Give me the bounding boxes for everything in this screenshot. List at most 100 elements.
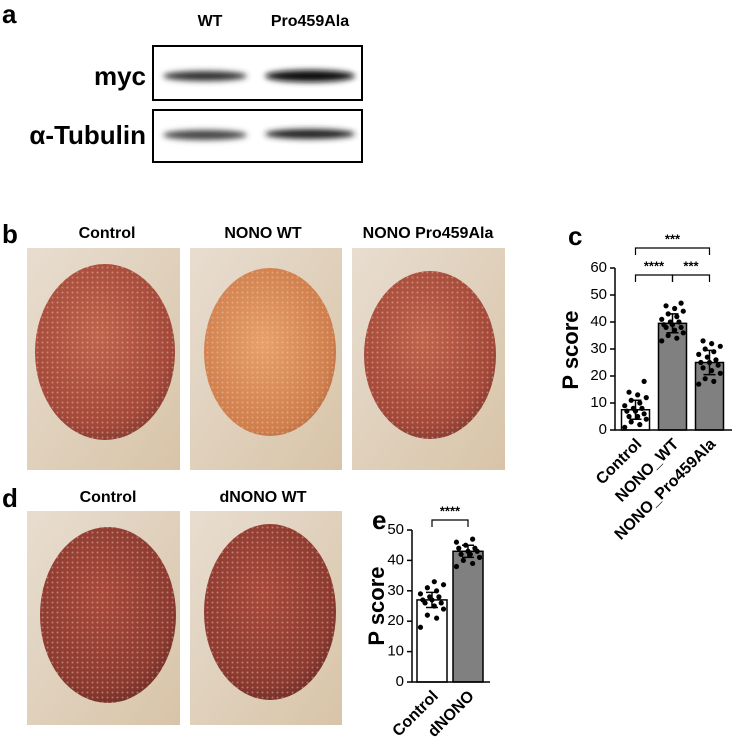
y-tick-label: 50 — [590, 286, 607, 303]
y-tick-label: 10 — [590, 394, 607, 411]
band — [163, 71, 247, 81]
data-point — [680, 308, 686, 314]
y-axis-label: P score — [364, 566, 389, 645]
data-point — [715, 362, 721, 368]
error-bar — [703, 349, 716, 376]
panel-label: d — [2, 483, 18, 513]
data-point — [696, 351, 702, 357]
eye-image — [190, 511, 342, 725]
panel-label: b — [2, 219, 18, 249]
data-point — [717, 370, 723, 376]
data-point — [458, 551, 464, 557]
data-point — [470, 560, 476, 567]
error-bar — [426, 591, 438, 609]
data-point — [641, 378, 647, 384]
data-point — [431, 579, 437, 585]
y-tick-label: 20 — [387, 612, 404, 629]
data-point — [622, 424, 628, 430]
y-tick-label: 20 — [590, 367, 607, 384]
data-point — [624, 408, 630, 414]
lane-label: Pro459Ala — [271, 13, 349, 30]
data-point — [417, 591, 424, 597]
significance-label: *** — [665, 231, 681, 246]
data-point — [438, 600, 444, 606]
data-point — [460, 557, 466, 564]
data-point — [424, 612, 430, 618]
y-tick-label: 30 — [387, 582, 404, 599]
data-point — [417, 624, 424, 630]
error-bar — [666, 313, 679, 334]
column-label: NONO WT — [224, 225, 302, 242]
data-point — [665, 332, 671, 339]
significance-label: *** — [683, 258, 699, 273]
data-point — [713, 357, 719, 363]
data-point — [635, 413, 641, 420]
axis — [614, 268, 732, 431]
data-point — [702, 376, 708, 382]
row-label: myc — [94, 61, 146, 91]
data-point — [436, 594, 442, 600]
data-point — [639, 405, 645, 411]
panel-label: a — [2, 0, 17, 29]
data-point — [709, 368, 715, 374]
data-point — [717, 343, 723, 349]
y-tick-label: 0 — [396, 673, 404, 690]
data-point — [626, 413, 632, 420]
data-point — [698, 359, 704, 366]
row-label: α-Tubulin — [29, 120, 146, 150]
column-label: dNONO WT — [219, 489, 306, 506]
data-point — [440, 582, 447, 588]
data-point — [472, 545, 478, 551]
data-point — [659, 316, 665, 322]
data-point — [674, 335, 680, 341]
data-point — [453, 539, 460, 545]
y-tick-label: 10 — [387, 643, 404, 660]
data-point — [643, 416, 649, 422]
y-tick-label: 60 — [590, 259, 607, 276]
data-point — [672, 327, 678, 333]
data-point — [427, 594, 433, 600]
data-point — [470, 536, 476, 542]
data-point — [637, 400, 643, 406]
band — [265, 129, 355, 139]
data-point — [680, 330, 686, 336]
data-point — [676, 319, 682, 325]
eye-image — [27, 511, 180, 725]
y-tick-label: 30 — [590, 340, 607, 357]
data-point — [672, 305, 678, 312]
significance-label: **** — [440, 503, 461, 518]
eye-image — [27, 248, 180, 470]
column-label: NONO Pro459Ala — [363, 225, 494, 242]
eye-image — [190, 248, 342, 470]
data-point — [637, 422, 643, 428]
eye-image — [352, 248, 505, 470]
data-point — [709, 341, 715, 347]
bar — [416, 599, 448, 683]
y-tick-label: 50 — [387, 521, 404, 538]
data-point — [659, 338, 665, 344]
data-point — [711, 378, 717, 384]
data-point — [420, 597, 426, 603]
data-point — [622, 403, 628, 409]
panel-label: c — [568, 221, 582, 251]
significance-bracket — [634, 247, 711, 255]
column-label: Control — [79, 225, 136, 242]
axis — [411, 530, 490, 683]
y-tick-label: 0 — [599, 421, 607, 438]
significance-bracket — [634, 274, 674, 282]
data-point — [626, 389, 632, 395]
data-point — [700, 338, 706, 344]
data-point — [674, 314, 680, 320]
data-point — [434, 615, 440, 621]
data-point — [440, 606, 447, 612]
data-point — [424, 585, 430, 591]
data-point — [704, 354, 710, 360]
y-tick-label: 40 — [590, 313, 607, 330]
panel-label: e — [372, 505, 386, 535]
data-point — [663, 303, 669, 309]
data-point — [456, 545, 462, 551]
column-label: Control — [80, 489, 137, 506]
data-point — [700, 365, 706, 371]
data-point — [678, 324, 684, 330]
band — [163, 130, 247, 140]
